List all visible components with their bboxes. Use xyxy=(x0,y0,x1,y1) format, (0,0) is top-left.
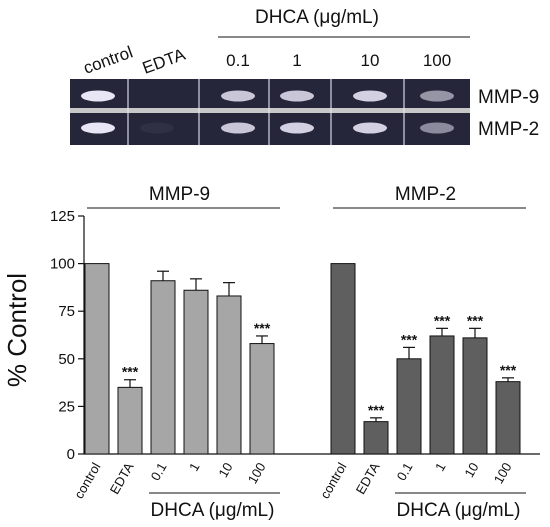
significance-label: *** xyxy=(254,320,271,336)
bar xyxy=(117,386,143,455)
significance-label: *** xyxy=(401,331,418,347)
gel-band xyxy=(221,122,255,134)
x-tick-label: control xyxy=(317,460,350,501)
y-tick-label: 125 xyxy=(50,208,75,225)
dhca-label: DHCA (μg/mL) xyxy=(151,500,275,521)
y-tick-label: 50 xyxy=(58,351,75,368)
y-tick-label: 25 xyxy=(58,398,75,415)
bar xyxy=(216,295,242,455)
x-tick-label: control xyxy=(71,460,104,501)
dhca-label: DHCA (μg/mL) xyxy=(397,500,521,521)
gel-lane-separator xyxy=(330,79,332,145)
gel-lane-label: 1 xyxy=(292,51,301,70)
y-tick-label: 100 xyxy=(50,256,75,273)
significance-label: *** xyxy=(368,402,385,418)
x-tick-label: 1 xyxy=(432,460,449,474)
x-tick-label: EDTA xyxy=(353,460,383,497)
bar xyxy=(462,337,488,455)
series-group: MMP-9 control *** EDTA 0.1 1 10 *** 100 DHCA (μg/… xyxy=(71,184,280,521)
bar xyxy=(495,381,521,455)
gel-band xyxy=(420,90,454,102)
gel-band xyxy=(420,122,454,134)
significance-label: *** xyxy=(122,364,139,380)
gel-band xyxy=(280,122,314,134)
gel-row-label: MMP-2 xyxy=(478,119,539,140)
gel-lane-separator xyxy=(403,79,405,145)
gel-band xyxy=(81,122,115,134)
series-group: MMP-2 control *** EDTA *** 0.1 *** 1 *** 10 *** 100… xyxy=(317,184,526,521)
significance-label: *** xyxy=(467,312,484,328)
gel-row-label: MMP-9 xyxy=(478,87,539,108)
significance-label: *** xyxy=(500,362,517,378)
gel-band xyxy=(353,90,387,102)
gel-band xyxy=(353,122,387,134)
gel-lane-separator xyxy=(127,79,129,145)
y-tick-label: 0 xyxy=(67,446,75,463)
x-tick-label: 0.1 xyxy=(148,460,170,483)
bar xyxy=(249,343,275,455)
gel-lane-separator xyxy=(268,79,270,145)
gel-lane-separator xyxy=(198,79,200,145)
x-tick-label: 1 xyxy=(186,460,203,474)
gel-lane-label: 100 xyxy=(423,51,451,70)
bar xyxy=(183,289,209,455)
gel-lane-label: 10 xyxy=(361,51,380,70)
gel-band xyxy=(221,90,255,102)
significance-label: *** xyxy=(434,312,451,328)
x-tick-label: 10 xyxy=(461,460,481,480)
y-axis-label: % Control xyxy=(2,273,32,387)
x-tick-label: 0.1 xyxy=(394,460,416,483)
bar xyxy=(396,358,422,455)
y-tick-label: 75 xyxy=(58,303,75,320)
gel-band xyxy=(280,90,314,102)
x-tick-label: 10 xyxy=(215,460,235,480)
gel-lane-label: EDTA xyxy=(140,45,189,78)
bar xyxy=(150,280,176,455)
gel-image: DHCA (μg/mL) MMP-9 MMP-2 control EDTA 0.1 1 10… xyxy=(70,7,539,145)
gel-lane-label: control xyxy=(81,42,135,77)
gel-band xyxy=(81,90,115,102)
x-tick-label: EDTA xyxy=(107,460,137,497)
bar xyxy=(363,421,389,455)
bar-chart: % Control 0 25 50 75 100 125 MMP-9 control *** E… xyxy=(2,184,540,521)
series-name: MMP-9 xyxy=(149,184,210,205)
gel-dhca-header: DHCA (μg/mL) xyxy=(255,7,379,28)
series-name: MMP-2 xyxy=(395,184,456,205)
gel-lane-label: 0.1 xyxy=(226,51,250,70)
bar xyxy=(429,335,455,455)
x-tick-label: 100 xyxy=(491,460,515,486)
bar xyxy=(84,263,110,455)
bar xyxy=(330,263,356,455)
x-tick-label: 100 xyxy=(245,460,269,486)
gel-band xyxy=(140,122,174,134)
